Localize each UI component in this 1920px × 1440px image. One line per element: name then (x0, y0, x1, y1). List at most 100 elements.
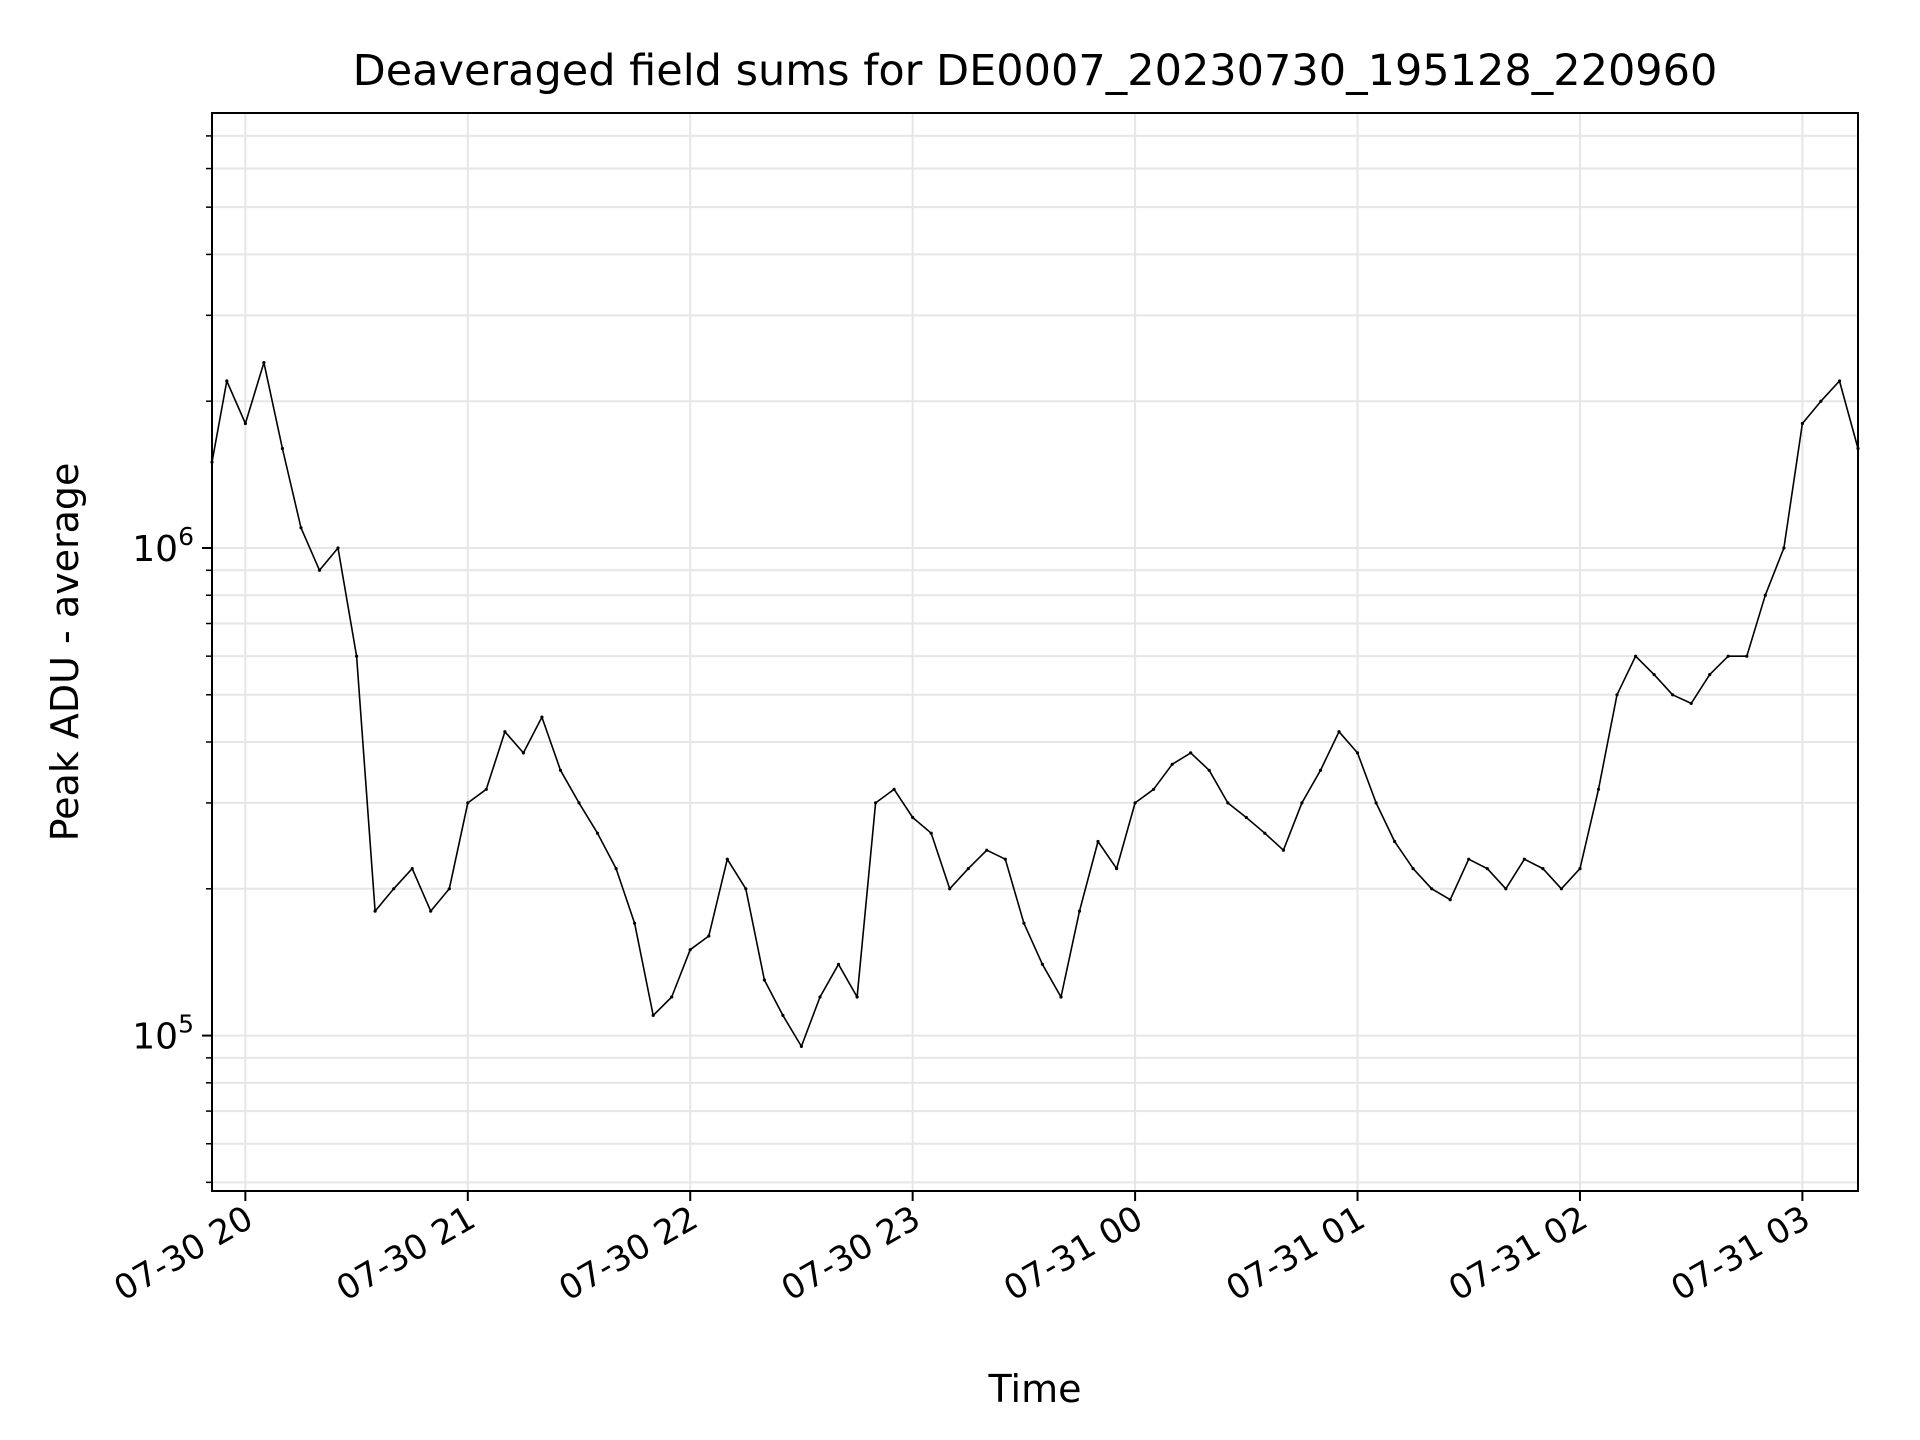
data-point (558, 768, 563, 772)
y-tick-base: 10 (132, 529, 178, 570)
y-axis-label: Peak ADU - average (43, 463, 87, 842)
y-tick-base: 10 (132, 1017, 178, 1058)
data-point (948, 887, 952, 891)
data-point (1819, 399, 1823, 403)
data-point (633, 921, 637, 925)
data-point (781, 1013, 785, 1018)
data-point (651, 1013, 655, 1018)
data-point (1244, 815, 1248, 820)
data-point (466, 801, 470, 805)
data-point (855, 995, 859, 999)
data-point (1059, 995, 1063, 999)
data-point (1022, 921, 1026, 925)
data-point (1040, 962, 1044, 966)
data-point (1337, 730, 1341, 734)
data-point (243, 421, 247, 426)
y-tick-label: 105 (132, 1010, 194, 1058)
data-point (911, 815, 915, 820)
data-point (1522, 857, 1526, 861)
data-point (1226, 801, 1230, 805)
data-point (355, 654, 359, 658)
data-point (540, 715, 544, 719)
data-point (688, 948, 692, 952)
data-point (1003, 857, 1007, 861)
grid-layer (212, 113, 1858, 1191)
data-point (1077, 909, 1082, 913)
data-point (299, 526, 303, 530)
data-point (1189, 751, 1193, 755)
data-point (707, 934, 711, 938)
data-point (447, 887, 451, 891)
y-tick-label: 106 (132, 522, 194, 570)
data-point (280, 446, 284, 451)
data-point (336, 546, 340, 550)
data-point (1800, 421, 1804, 426)
data-point (521, 751, 526, 755)
data-point (1671, 693, 1675, 697)
data-point (1837, 379, 1842, 383)
data-point (1300, 801, 1304, 805)
data-point (1263, 831, 1267, 835)
data-point (1745, 654, 1749, 658)
data-point (1096, 839, 1100, 844)
data-point (929, 831, 933, 835)
y-tick-exponent: 5 (178, 1010, 194, 1039)
data-point (1689, 701, 1693, 706)
series-line (211, 361, 1859, 1048)
data-point (1152, 787, 1156, 791)
data-point (1133, 801, 1137, 805)
data-point (1281, 848, 1285, 852)
series-layer (210, 361, 1860, 1048)
data-point (744, 887, 748, 891)
data-point (392, 887, 396, 891)
data-point (1763, 593, 1767, 597)
data-point (1578, 867, 1582, 871)
data-point (484, 787, 488, 791)
data-point (1393, 839, 1397, 844)
data-point (317, 568, 322, 572)
data-point (373, 909, 377, 913)
x-axis-label: Time (988, 1367, 1082, 1411)
data-point (1115, 867, 1119, 871)
data-point (818, 995, 822, 999)
data-point (799, 1044, 804, 1048)
data-point (614, 867, 618, 871)
data-point (577, 801, 581, 805)
data-point (1504, 887, 1508, 891)
data-point (1652, 673, 1656, 677)
data-point (429, 909, 433, 913)
data-point (1541, 867, 1545, 871)
data-point (1634, 654, 1638, 658)
data-point (225, 379, 229, 383)
data-point (595, 831, 600, 835)
data-point (1374, 801, 1378, 805)
data-point (1207, 768, 1211, 772)
data-point (1596, 787, 1601, 791)
data-point (1448, 898, 1452, 902)
data-point (725, 857, 729, 861)
data-point (503, 730, 507, 734)
data-point (670, 995, 674, 999)
chart-title: Deaveraged field sums for DE0007_2023073… (353, 46, 1718, 96)
data-point (1782, 546, 1786, 550)
data-point (1485, 867, 1489, 871)
data-point (1726, 654, 1730, 658)
data-point (966, 867, 970, 871)
data-point (410, 867, 414, 871)
data-point (874, 801, 878, 805)
data-point (1355, 751, 1360, 755)
data-point (1411, 867, 1415, 871)
data-point (262, 361, 266, 365)
data-point (1559, 887, 1563, 891)
data-point (1170, 762, 1174, 766)
data-point (985, 848, 989, 852)
y-tick-exponent: 6 (178, 522, 194, 551)
data-point (892, 787, 896, 791)
data-point (1430, 887, 1434, 891)
data-point (1318, 768, 1323, 772)
data-point (762, 978, 767, 982)
data-point (836, 962, 841, 966)
data-point (1467, 857, 1471, 861)
